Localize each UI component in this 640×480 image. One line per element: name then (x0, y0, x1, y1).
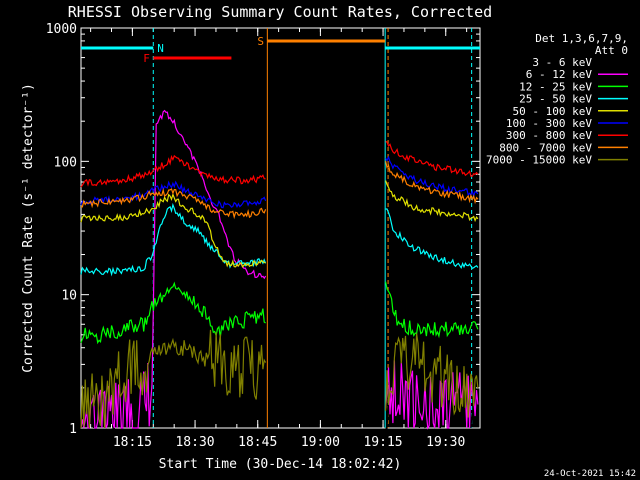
series-line-5 (385, 155, 479, 198)
legend-label: 12 - 25 keV (519, 80, 592, 93)
series-line-8 (80, 329, 267, 429)
x-tick-label: 18:15 (113, 435, 152, 450)
y-tick-label: 1 (69, 422, 77, 437)
legend-label: 25 - 50 keV (519, 93, 592, 106)
series-line-4 (80, 192, 266, 268)
status-bar-label: N (157, 42, 164, 55)
legend-label: 100 - 300 keV (506, 117, 592, 130)
series-line-7 (385, 160, 479, 205)
legend-label: 6 - 12 keV (526, 68, 593, 81)
legend-label: 3 - 6 keV (532, 56, 592, 69)
series-line-8 (385, 333, 479, 418)
series-line-4 (385, 180, 479, 223)
footer-date: 24-Oct-2021 15:42 (544, 469, 636, 479)
x-tick-label: 19:00 (301, 435, 340, 450)
series-line-6 (80, 154, 266, 188)
legend-header-line-2: Att 0 (595, 44, 628, 57)
plot-area: 1 10 100 1000 18:15 18:30 18:45 19:00 19:15 19:30… (46, 22, 628, 450)
plot-frame (80, 27, 481, 429)
chart-title: RHESSI Observing Summary Count Rates, Co… (68, 3, 492, 21)
x-tick-label: 18:45 (238, 435, 277, 450)
y-tick-label: 100 (54, 155, 77, 170)
series-line-3 (385, 208, 479, 270)
y-axis-label: Corrected Count Rate (s⁻¹ detector⁻¹) (21, 83, 36, 373)
x-tick-label: 19:30 (426, 435, 465, 450)
series-line-2 (385, 281, 479, 339)
x-tick-label: 19:15 (363, 435, 402, 450)
y-tick-label: 10 (61, 289, 77, 304)
legend-label: 7000 - 15000 keV (486, 154, 592, 167)
series-line-6 (385, 140, 479, 177)
y-tick-label: 1000 (46, 22, 77, 37)
legend-label: 50 - 100 keV (513, 105, 593, 118)
series-line-3 (80, 202, 267, 277)
legend-label: 300 - 800 keV (506, 129, 592, 142)
x-tick-label: 18:30 (175, 435, 214, 450)
series-line-0 (385, 371, 479, 429)
x-axis-label: Start Time (30-Dec-14 18:02:42) (159, 457, 402, 472)
series-line-1 (80, 109, 267, 429)
legend-label: 800 - 7000 keV (499, 141, 592, 154)
status-bar-label: S (257, 35, 264, 48)
legend-header-line-1: Det 1,3,6,7,9, (535, 32, 628, 45)
status-bar-label: F (143, 52, 150, 65)
series-line-7 (80, 187, 267, 220)
series-line-2 (80, 281, 266, 345)
